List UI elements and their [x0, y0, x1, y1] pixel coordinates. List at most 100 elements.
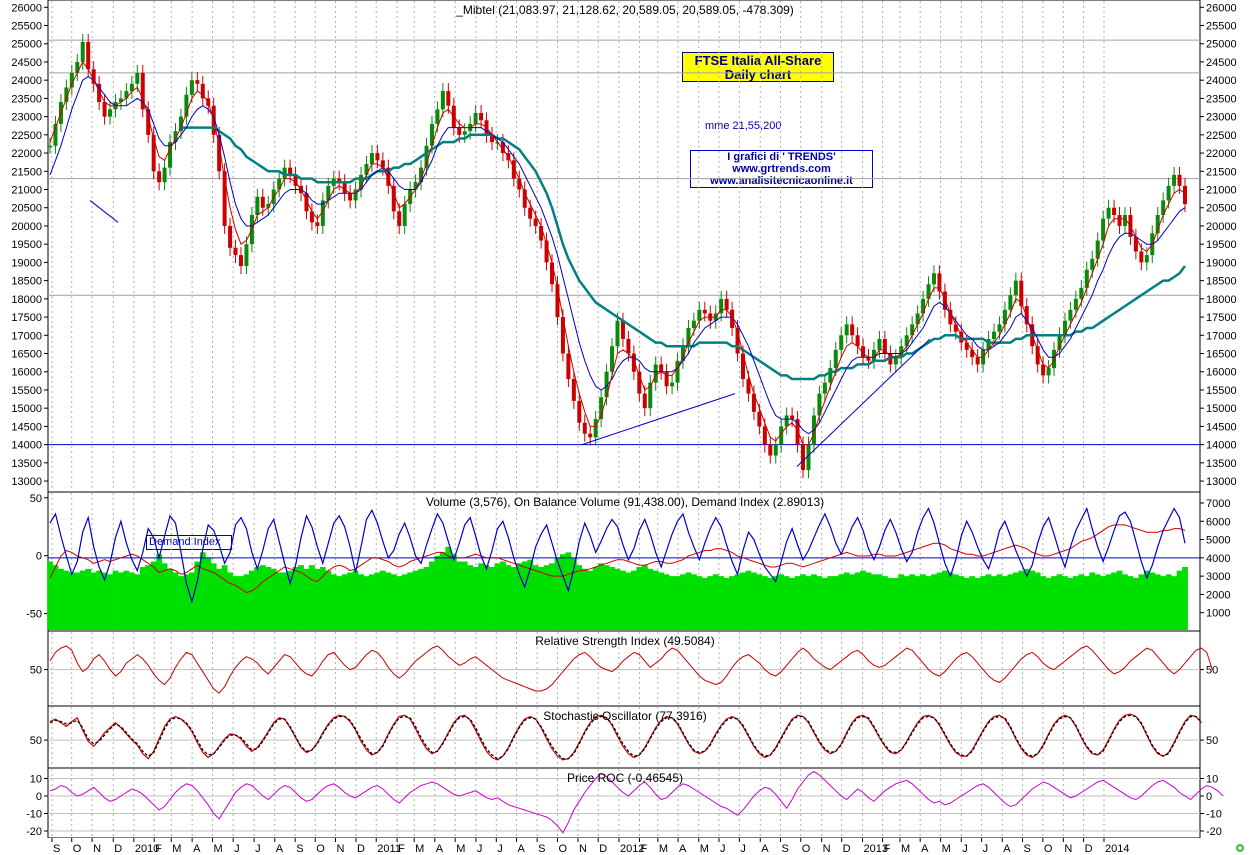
- volume-bar: [134, 574, 141, 630]
- volume-bar: [472, 566, 479, 630]
- y-tick-label-right: 7000: [1206, 498, 1230, 510]
- price-candle-body: [517, 178, 522, 190]
- volume-bar: [270, 568, 277, 630]
- volume-bar: [1023, 568, 1030, 630]
- price-candle-body: [266, 204, 271, 208]
- price-candle-body: [659, 364, 664, 372]
- price-candle-body: [1013, 280, 1018, 296]
- y-tick-label-left: 25000: [11, 39, 42, 51]
- price-candle-body: [413, 182, 418, 190]
- price-candle-body: [1002, 309, 1007, 325]
- price-candle-body: [1133, 236, 1138, 252]
- y-tick-label-left: 20000: [11, 221, 42, 233]
- price-candle-body: [877, 338, 882, 350]
- price-candle-body: [620, 320, 625, 339]
- volume-bar: [303, 568, 310, 630]
- volume-bar: [1132, 577, 1139, 630]
- volume-bar: [745, 570, 752, 630]
- price-candle-body: [948, 309, 953, 325]
- price-candle-body: [550, 262, 555, 285]
- volume-bar: [276, 572, 283, 630]
- price-candle-body: [309, 211, 314, 223]
- volume-bar: [434, 556, 441, 630]
- price-candle-body: [1095, 240, 1100, 259]
- volume-bar: [347, 572, 354, 630]
- volume-bar: [374, 572, 381, 630]
- credits-line-1: I grafici di ' TRENDS': [727, 151, 836, 163]
- volume-bar: [620, 570, 626, 630]
- y-tick-label-left: 21000: [11, 185, 42, 197]
- y-tick-label-right: 13500: [1206, 458, 1237, 470]
- price-candle-body: [724, 298, 729, 310]
- price-candle-body: [64, 87, 69, 103]
- volume-bar: [450, 554, 457, 630]
- y-tick-label-left: 21500: [11, 166, 42, 178]
- y-tick-label-right: 15000: [1206, 403, 1237, 415]
- volume-bar: [205, 557, 212, 630]
- price-candle-body: [1112, 207, 1117, 216]
- y-tick-label-left: 23500: [11, 93, 42, 105]
- volume-bar: [489, 566, 495, 630]
- volume-bar: [947, 572, 954, 630]
- volume-bar: [1051, 576, 1057, 630]
- volume-bar: [794, 576, 801, 630]
- volume-bar: [199, 552, 206, 630]
- x-tick-label: A: [518, 843, 526, 855]
- volume-bar: [1165, 574, 1172, 630]
- price-candle-body: [1090, 258, 1095, 270]
- volume-bar: [1078, 574, 1085, 630]
- volume-bar: [1018, 570, 1025, 630]
- x-tick-label: J: [983, 843, 989, 855]
- price-candle-body: [1035, 346, 1040, 365]
- price-candle-body: [719, 298, 724, 314]
- price-candle-body: [184, 94, 189, 117]
- y-tick-label-left: -10: [26, 809, 42, 821]
- volume-bar: [445, 546, 452, 630]
- volume-bar: [194, 561, 201, 630]
- price-candle-body: [899, 346, 904, 358]
- volume-bar: [478, 563, 484, 630]
- volume-bar: [887, 577, 894, 630]
- y-tick-label-right: 1000: [1206, 608, 1230, 620]
- volume-bar: [1029, 570, 1036, 630]
- x-tick-label: M: [942, 843, 951, 855]
- x-tick-label: S: [296, 843, 303, 855]
- volume-bar: [483, 565, 490, 630]
- volume-bar: [543, 565, 550, 630]
- price-candle-body: [560, 317, 565, 354]
- price-candle-body: [195, 80, 200, 84]
- price-candle-body: [588, 433, 593, 438]
- volume-bar: [811, 574, 817, 630]
- price-candle-body: [419, 167, 424, 183]
- x-tick-label: S: [1024, 843, 1031, 855]
- y-tick-label-left: 0: [36, 791, 42, 803]
- volume-bar: [756, 574, 763, 630]
- price-candle-body: [779, 426, 784, 445]
- volume-bar: [936, 572, 943, 630]
- panel-title-2: Relative Strength Index (49.5084): [535, 634, 714, 648]
- y-tick-label-right: -10: [1206, 809, 1222, 821]
- volume-bar: [652, 570, 659, 630]
- y-tick-label-right: 24000: [1206, 75, 1237, 87]
- volume-bar: [1002, 576, 1008, 630]
- price-candle-body: [861, 346, 866, 358]
- volume-bar: [1160, 576, 1167, 630]
- volume-bar: [101, 572, 108, 630]
- y-tick-label-right: 50: [1206, 735, 1218, 747]
- volume-bar: [832, 576, 839, 630]
- volume-bar: [783, 576, 790, 630]
- x-tick-label: F: [155, 843, 162, 855]
- price-candle-body: [315, 222, 320, 226]
- price-candle-body: [593, 419, 598, 438]
- volume-bar: [581, 568, 588, 630]
- volume-bar: [712, 574, 719, 630]
- y-tick-label-right: 15500: [1206, 385, 1237, 397]
- volume-bar: [96, 570, 103, 630]
- price-candle-body: [686, 328, 691, 347]
- price-candle-body: [746, 379, 751, 394]
- volume-bar: [456, 561, 463, 630]
- volume-bar: [319, 566, 326, 630]
- price-candle-body: [942, 291, 947, 310]
- price-candle-body: [904, 335, 909, 347]
- volume-bar: [909, 574, 916, 630]
